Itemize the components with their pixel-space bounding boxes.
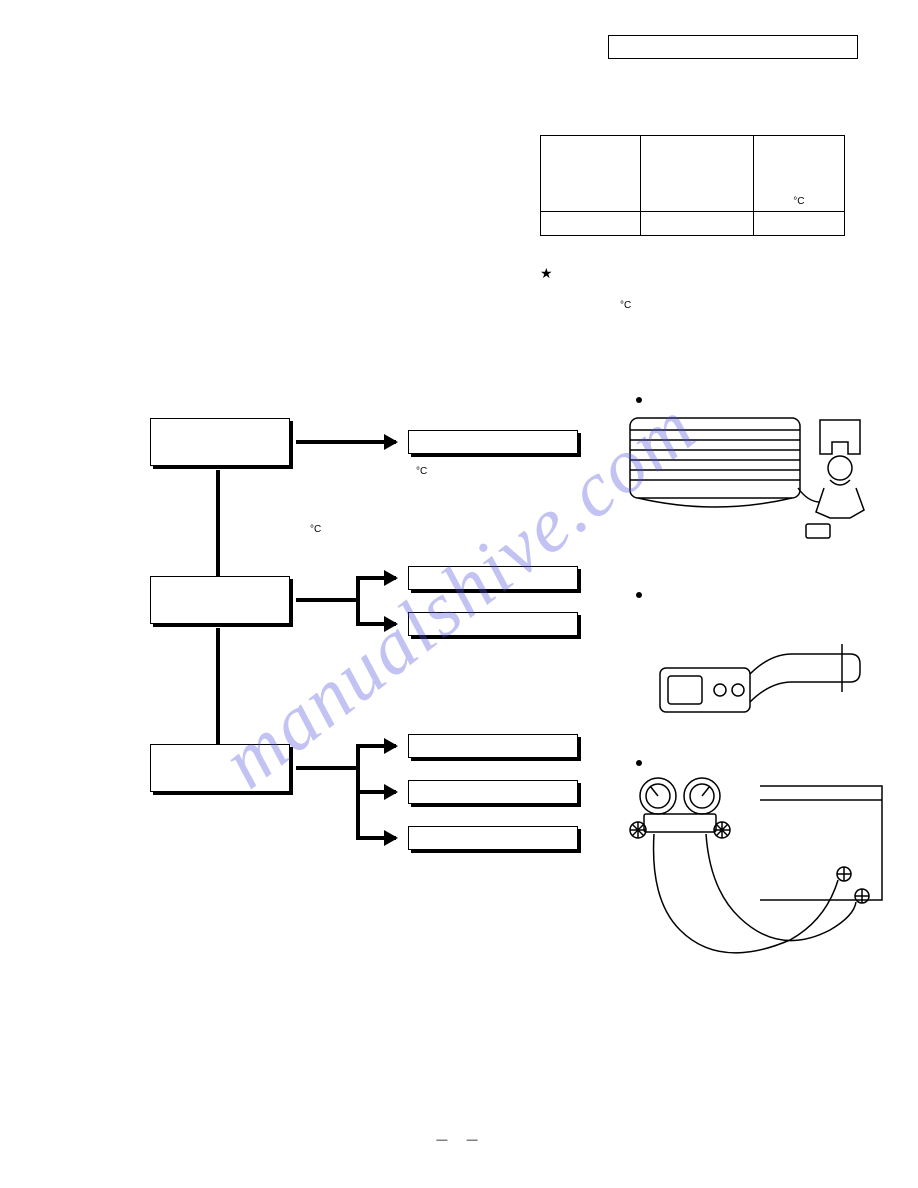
degc-inline-2: °C xyxy=(310,524,321,535)
footer-dash: — xyxy=(436,1134,451,1146)
flow-arrow xyxy=(356,744,396,748)
illus-clamp-meter xyxy=(620,620,880,740)
flow-step-3 xyxy=(150,744,290,792)
flow-arrow xyxy=(296,440,396,444)
table-cell: °C xyxy=(753,136,844,212)
table-cell xyxy=(753,212,844,236)
degc-label: °C xyxy=(793,196,804,207)
flow-result-2a xyxy=(408,566,578,590)
header-title-box xyxy=(608,35,858,59)
footer-dash: — xyxy=(467,1134,482,1146)
flow-arrow xyxy=(356,836,396,840)
flow-step-2 xyxy=(150,576,290,624)
flow-vline xyxy=(216,470,220,576)
bullet-dot-2 xyxy=(636,592,642,598)
table-cell xyxy=(641,212,753,236)
spec-table: °C xyxy=(540,135,845,236)
table-cell xyxy=(541,136,641,212)
flow-result-3b xyxy=(408,780,578,804)
bullet-dot-3 xyxy=(636,760,642,766)
flow-result-3c xyxy=(408,826,578,850)
degc-inline-1: °C xyxy=(416,466,427,477)
flow-result-3a xyxy=(408,734,578,758)
illus-manifold-gauges xyxy=(610,770,890,990)
flow-hstem xyxy=(296,766,356,770)
flow-arrow xyxy=(356,622,396,626)
footnote-star: ★ xyxy=(540,265,553,282)
flow-fork-vstem xyxy=(356,578,360,624)
page-footer: — — xyxy=(436,1134,481,1146)
flow-arrow xyxy=(356,576,396,580)
illus-ac-person xyxy=(620,398,880,558)
degc-note: °C xyxy=(620,300,631,311)
table-cell xyxy=(641,136,753,212)
flow-vline xyxy=(216,628,220,744)
flow-step-1 xyxy=(150,418,290,466)
flow-hstem xyxy=(296,598,356,602)
flow-result-2b xyxy=(408,612,578,636)
table-cell xyxy=(541,212,641,236)
flow-arrow xyxy=(356,790,396,794)
flow-result-1 xyxy=(408,430,578,454)
